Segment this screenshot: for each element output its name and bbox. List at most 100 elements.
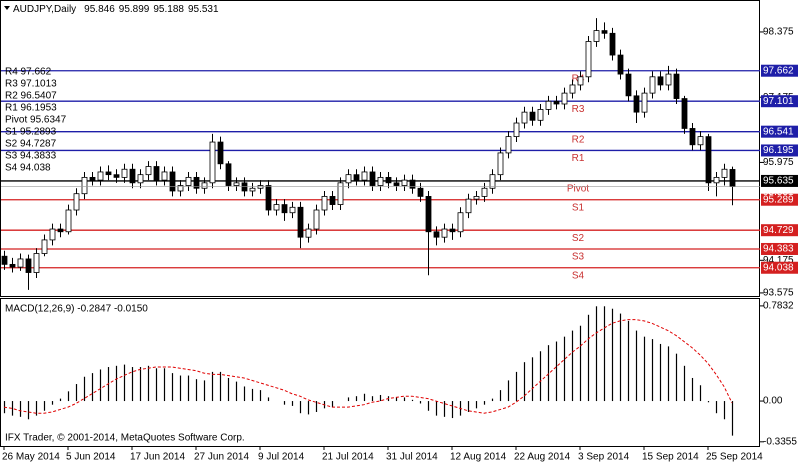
candle-body [345,174,352,184]
x-tick-label: 26 May 2014 [2,452,60,463]
x-tick-label: 25 Sep 2014 [706,452,763,463]
x-tick-label: 22 Aug 2014 [514,452,571,463]
y-tick-label: 98.375 [763,27,794,38]
candle-body [713,176,720,184]
candle-body [673,73,680,99]
candle-body [649,76,656,94]
candle-body [457,212,464,233]
macd-y-tick-label: -0.3355 [763,436,797,447]
candle-body [225,163,232,186]
pivot-tag [761,144,798,157]
pivot-legend: R3 97.1013 [5,79,57,90]
candle-body [81,176,88,195]
pivot-legend: R4 97.662 [5,67,52,78]
y-tick-label: 93.575 [763,288,794,299]
pivot-tag-label: 95.635 [763,176,794,187]
candle-body [9,263,16,268]
pivot-tag [761,242,798,255]
symbol-icon [4,6,10,10]
x-tick-label: 9 Jul 2014 [258,452,305,463]
candle-body [25,258,32,273]
candle-body [129,168,136,184]
candle-body [401,179,408,186]
pivot-tag-label: 94.038 [763,262,794,273]
candle-body [1,255,8,265]
candle-body [89,176,96,181]
candle-body [105,171,112,176]
chart-header: AUDJPY,Daily 95.846 95.899 95.188 95.531 [13,4,219,15]
candle-body [265,185,272,211]
candle-body [617,54,624,75]
x-tick-label: 27 Jun 2014 [194,452,249,463]
candle-body [121,168,128,178]
pivot-name: S1 [572,202,585,213]
candle-body [289,206,296,214]
candle-body [353,174,360,181]
pivot-name: R1 [572,153,585,164]
pivot-tag-label: 95.289 [763,194,794,205]
candle-body [217,141,224,165]
candle-body [201,182,208,189]
candle-body [625,73,632,97]
pivot-tag-label: 97.662 [763,65,794,76]
candle-body [465,198,472,214]
candle-body [609,32,616,56]
candle-body [569,84,576,94]
pivot-name: S4 [572,270,585,281]
candle-body [305,228,312,238]
candle-body [185,176,192,186]
candle-body [233,182,240,186]
macd-y-tick-label: 0.7832 [763,301,794,312]
candle-body [41,239,48,254]
candle-body [529,111,536,121]
pivot-legend: R2 96.5407 [5,91,57,102]
pivot-name: Pivot [567,184,589,195]
candle-body [57,228,64,233]
candle-body [153,166,160,181]
candle-body [417,187,424,197]
candle-body [313,209,320,230]
candle-body [241,182,248,192]
pivot-legend: R1 96.1953 [5,103,57,114]
pivot-tag [761,95,798,108]
candle-body [257,185,264,189]
candle-body [297,206,304,238]
candle-body [505,136,512,154]
candle-body [169,171,176,192]
candle-body [681,98,688,129]
pivot-tag [761,261,798,274]
candle-body [337,182,344,205]
candle-body [657,76,664,86]
header-open: 95.846 [84,4,115,15]
x-tick-label: 21 Jul 2014 [322,452,374,463]
candle-body [601,30,608,34]
candle-body [489,174,496,189]
pivot-tag-label: 97.101 [763,96,794,107]
candle-body [273,204,280,211]
candle-body [497,152,504,176]
candle-body [145,166,152,176]
candle-body [369,171,376,186]
candle-body [697,136,704,146]
candle-body [481,187,488,197]
y-tick-label: 94.175 [763,255,794,266]
pivot-tag [761,125,798,138]
macd-title: MACD(12,26,9) -0.2847 -0.0150 [5,304,148,315]
candle-body [329,196,336,205]
candle-body [249,187,256,192]
x-tick-label: 3 Sep 2014 [578,452,630,463]
macd-signal [3,319,733,414]
pivot-name: S2 [572,233,585,244]
pivot-legend: Pivot 95.6347 [5,115,67,126]
x-tick-label: 31 Jul 2014 [386,452,438,463]
macd-y-tick-label: 0.00 [763,396,783,407]
candle-body [33,253,40,273]
candle-body [705,136,712,184]
candle-body [321,196,328,211]
x-tick-label: 5 Jun 2014 [66,452,116,463]
pivot-tag-label: 94.729 [763,225,794,236]
footer: IFX Trader, © 2001-2014, MetaQuotes Soft… [5,433,245,444]
candle-body [409,179,416,189]
candle-body [729,169,736,187]
